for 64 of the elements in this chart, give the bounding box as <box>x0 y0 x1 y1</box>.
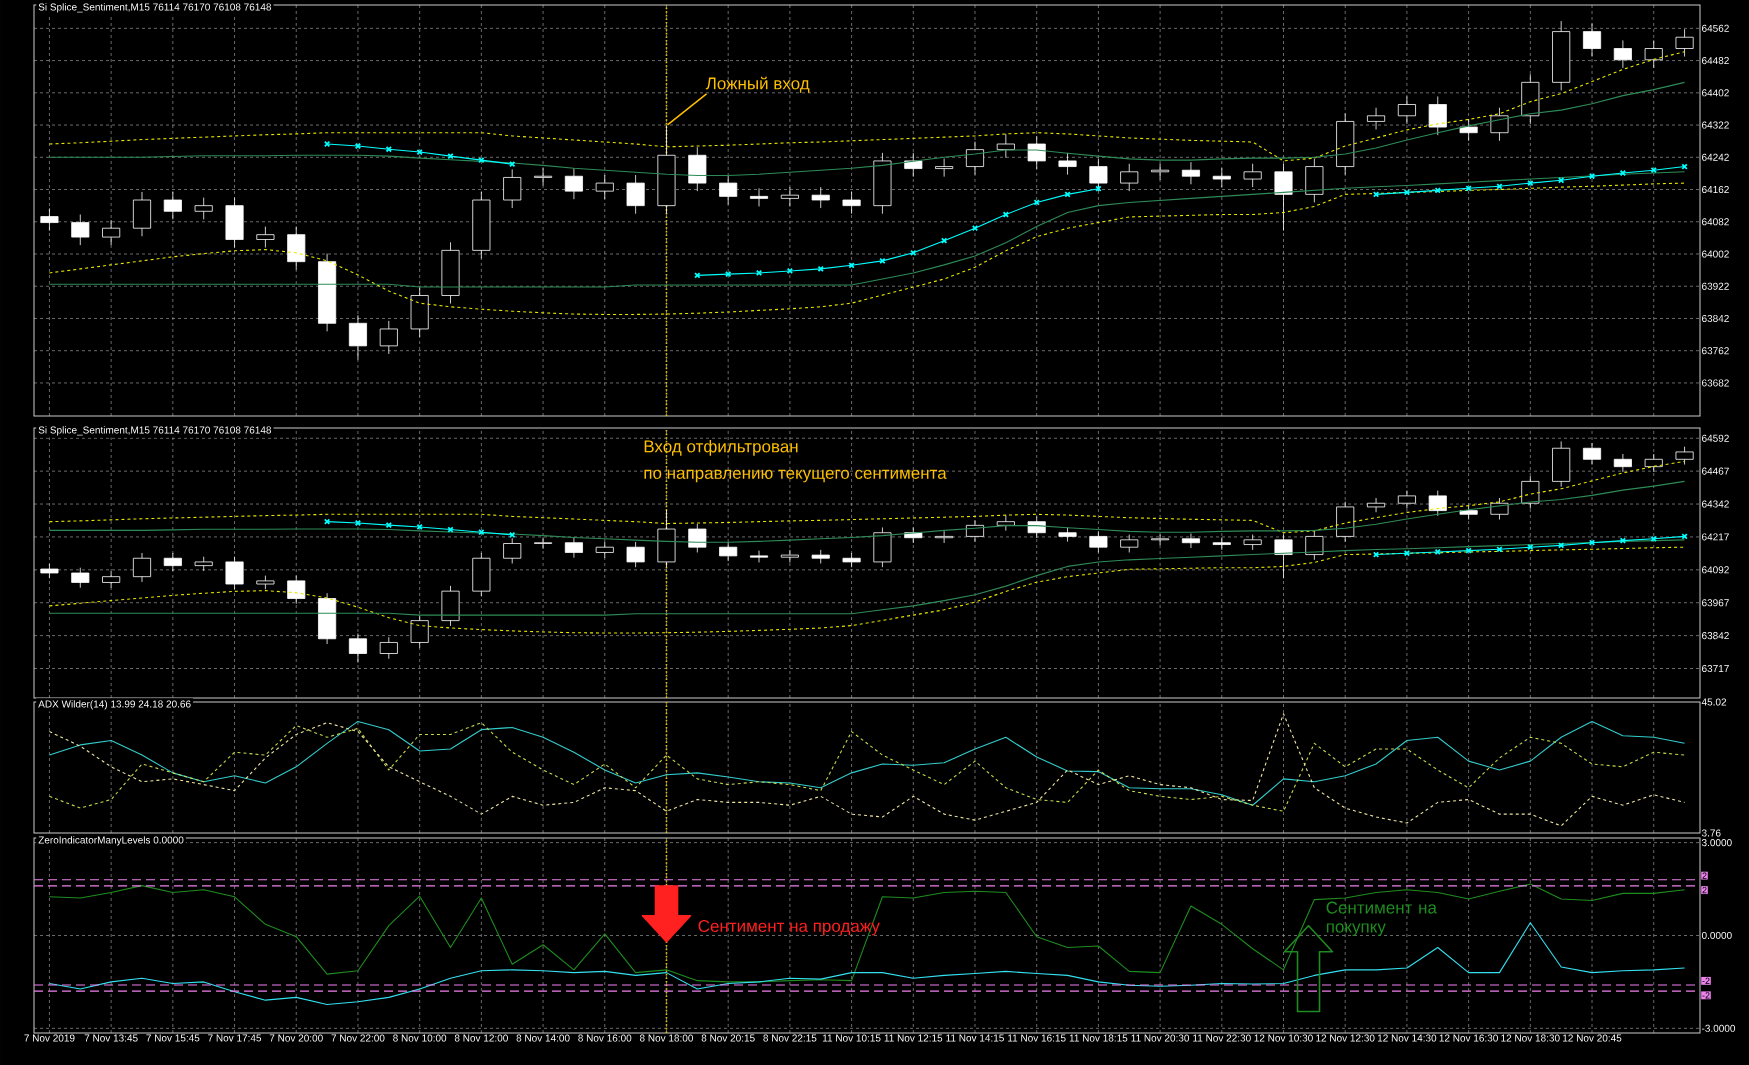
y-tick-label: 64242 <box>1702 153 1729 161</box>
x-tick-label: 7 Nov 17:45 <box>208 1034 262 1042</box>
x-tick-label: 11 Nov 10:15 <box>822 1034 881 1042</box>
x-tick-label: 8 Nov 10:00 <box>393 1034 447 1042</box>
x-tick-label: 7 Nov 15:45 <box>146 1034 200 1042</box>
x-tick-label: 8 Nov 18:00 <box>639 1034 694 1042</box>
y-tick-label: 64322 <box>1702 121 1729 129</box>
y-tick-label: 3.0000 <box>1701 839 1732 847</box>
y-tick-label: 0.0000 <box>1701 931 1732 940</box>
chart-title: ZeroIndicatorManyLevels 0.0000 <box>38 836 184 846</box>
x-tick-label: 12 Nov 20:45 <box>1563 1034 1622 1042</box>
y-tick-label: 64402 <box>1702 89 1729 97</box>
x-tick-label: 8 Nov 22:15 <box>763 1034 817 1042</box>
x-tick-label: 8 Nov 14:00 <box>516 1034 570 1042</box>
y-tick-label: 64002 <box>1702 250 1729 258</box>
y-tick-label: 45.02 <box>1701 698 1727 706</box>
x-tick-label: 12 Nov 16:30 <box>1439 1034 1498 1042</box>
y-tick-label: 64342 <box>1702 500 1729 508</box>
y-tick-label: -3.0000 <box>1701 1024 1736 1032</box>
annotation: по направлению текущего сентимента <box>644 469 947 483</box>
y-tick-label: 64562 <box>1702 24 1729 32</box>
x-tick-label: 11 Nov 12:15 <box>884 1034 943 1042</box>
x-tick-label: 11 Nov 18:15 <box>1069 1034 1128 1042</box>
chart-title: Si Splice_Sentiment,M15 76114 76170 76108 76148 <box>38 3 272 13</box>
y-tick-label: 3.76 <box>1701 829 1721 837</box>
y-tick-label: 63682 <box>1702 379 1729 387</box>
ref-line-label: -2 <box>1702 992 1710 999</box>
x-tick-label: 7 Nov 13:45 <box>84 1034 138 1042</box>
x-tick-label: 12 Nov 14:30 <box>1377 1034 1437 1042</box>
y-tick-label: 64482 <box>1702 57 1729 65</box>
y-tick-label: 63842 <box>1702 314 1729 323</box>
x-tick-label: 7 Nov 2019 <box>24 1034 75 1042</box>
annotation: Сентимент на покупку <box>1326 901 1437 936</box>
y-tick-label: 63967 <box>1702 599 1729 607</box>
x-tick-label: 8 Nov 12:00 <box>454 1034 508 1042</box>
x-tick-label: 8 Nov 20:15 <box>701 1034 755 1042</box>
x-tick-label: 11 Nov 14:15 <box>946 1034 1004 1042</box>
annotation: Сентимент на продажу <box>698 919 880 936</box>
y-tick-label: 63842 <box>1702 632 1729 640</box>
y-tick-label: 64162 <box>1702 185 1729 194</box>
chart-title: ADX Wilder(14) 13.99 24.18 20.66 <box>38 700 191 710</box>
y-tick-label: 63717 <box>1702 664 1729 673</box>
y-tick-label: 64092 <box>1702 566 1729 574</box>
x-tick-label: 11 Nov 22:30 <box>1193 1034 1251 1042</box>
y-tick-label: 64592 <box>1702 434 1729 442</box>
y-tick-label: 64217 <box>1702 533 1729 541</box>
x-tick-label: 7 Nov 20:00 <box>269 1034 323 1042</box>
ref-line-label: -2 <box>1702 977 1710 984</box>
y-tick-label: 64467 <box>1702 467 1729 475</box>
y-tick-label: 64082 <box>1702 218 1729 226</box>
y-tick-label: 63922 <box>1702 282 1729 290</box>
x-tick-label: 8 Nov 16:00 <box>578 1034 632 1042</box>
x-tick-label: 7 Nov 22:00 <box>331 1034 385 1042</box>
annotation: Вход отфильтрован <box>644 439 798 456</box>
y-tick-label: 63762 <box>1702 347 1729 355</box>
x-tick-label: 12 Nov 12:30 <box>1316 1034 1375 1042</box>
x-tick-label: 11 Nov 16:15 <box>1008 1034 1066 1042</box>
x-tick-label: 12 Nov 10:30 <box>1254 1034 1313 1042</box>
x-tick-label: 11 Nov 20:30 <box>1131 1034 1190 1042</box>
ref-line-label: 2 <box>1702 886 1707 894</box>
x-tick-label: 12 Nov 18:30 <box>1501 1034 1560 1042</box>
ref-line-label: 2 <box>1702 872 1707 879</box>
annotation: Ложный вход <box>705 76 810 93</box>
chart-title: Si Splice_Sentiment,M15 76114 76170 76108 76148 <box>38 426 272 436</box>
